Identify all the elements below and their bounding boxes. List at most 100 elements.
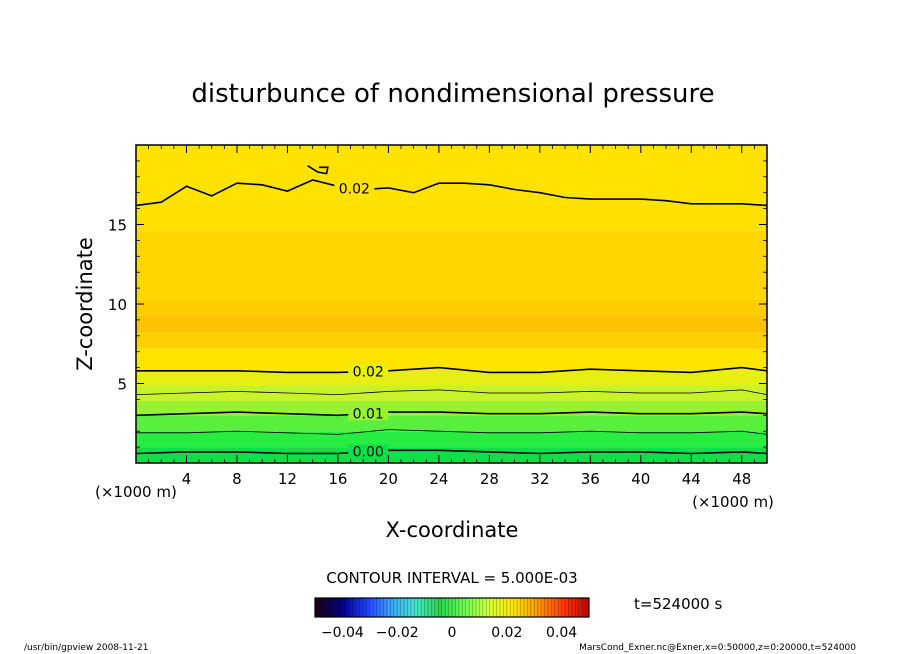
x-tick-label-5: 24 [429,470,448,488]
colorbar-frame [314,597,590,618]
colorbar-cell [383,598,388,617]
colorbar-cell [342,598,347,617]
colorbar-cell [585,598,590,617]
colorbar-cell [393,598,398,617]
contour-label-4: 0.02 [353,364,384,380]
filled-bands [136,145,767,463]
colorbar-cell [315,598,319,617]
colorbar-cell [541,598,545,617]
colorbar-cell [554,598,559,617]
colorbar-cell [321,598,326,617]
contour-label-bg-5 [334,181,375,196]
x-tick-label-11: 48 [732,470,751,488]
colorbar-label-0: −0.04 [321,625,364,641]
colorbar-cell [380,598,384,617]
colorbar-cell [397,598,401,617]
x-tick-label-10: 44 [682,470,701,488]
contour-label-5: 0.02 [339,181,370,197]
fill-band-8 [136,315,767,333]
contour-line-1 [136,429,768,435]
colorbar-cell [458,598,463,617]
colorbar-cell [441,598,446,617]
colorbar-cell [373,598,377,617]
contour-line-4 [136,366,768,374]
fill-band-1 [136,431,767,448]
colorbar [314,597,590,618]
colorbar-cell [386,598,391,617]
colorbar-cell [462,598,466,617]
x-tick-label-6: 28 [480,470,499,488]
colorbar-cell [438,598,443,617]
colorbar-cell [530,598,535,617]
y-tick-label-2: 15 [108,217,127,235]
colorbar-cell [356,598,360,617]
x-tick-label-9: 40 [631,470,650,488]
contour-interval: CONTOUR INTERVAL = 5.000E-03 [326,569,577,587]
colorbar-cell [503,598,508,617]
colorbar-cell [544,598,549,617]
colorbar-cell [561,598,566,617]
contour-line-3 [135,389,768,396]
fill-band-5 [136,370,767,386]
fill-band-4 [136,385,767,401]
colorbar-cell [376,598,381,617]
colorbar-cell [558,598,562,617]
footer-left: /usr/bin/gpview 2008-11-21 [24,643,148,653]
colorbar-cell [496,598,501,617]
contour-label-bg-4 [348,364,389,379]
fill-band-0 [136,447,767,463]
colorbar-cell [366,598,371,617]
x-tick-label-0: 4 [182,470,192,488]
colorbar-cell [410,598,415,617]
colorbar-cell [513,598,518,617]
contour-label-0: 0.00 [353,445,384,461]
colorbar-cell [428,598,432,617]
colorbar-cell [523,598,528,617]
colorbar-cell [445,598,449,617]
colorbar-cell [582,598,586,617]
colorbar-cell [417,598,422,617]
colorbar-cell [547,598,552,617]
contour-line-0 [135,449,768,455]
colorbar-cell [578,598,583,617]
colorbar-cell [431,598,436,617]
colorbar-cell [575,598,580,617]
colorbar-cell [506,598,511,617]
contour-lines: 0.00 0.01 0.02 0.02 [135,165,768,461]
contour-label-2: 0.01 [353,406,384,422]
colorbar-cell [345,598,350,617]
colorbar-cell [448,598,453,617]
colorbar-label-3: 0.02 [491,625,522,641]
colorbar-cell [362,598,367,617]
colorbar-cell [479,598,484,617]
colorbar-cell [489,598,494,617]
fill-band-3 [136,400,767,416]
x-unit-left: (×1000 m) [95,483,177,501]
colorbar-cell [325,598,329,617]
colorbar-cell [424,598,429,617]
colorbar-cell [568,598,573,617]
colorbar-cell [551,598,556,617]
colorbar-cell [482,598,487,617]
colorbar-cell [493,598,497,617]
colorbar-cell [527,598,532,617]
chart-title: disturbunce of nondimensional pressure [191,79,714,109]
colorbar-cell [332,598,336,617]
fill-band-12 [136,145,767,204]
contour-label-bg-0 [348,444,389,459]
colorbar-cell [499,598,504,617]
colorbar-cell [465,598,470,617]
fill-band-6 [136,348,767,371]
colorbar-cell [407,598,412,617]
time-label: t=524000 s [634,595,722,613]
colorbar-cell [565,598,569,617]
colorbar-label-1: −0.02 [376,625,419,641]
colorbar-labels: −0.04 −0.02 0 0.02 0.04 [321,625,577,641]
fill-band-11 [136,203,767,231]
footer-right: MarsCond_Exner.nc@Exner,x=0:50000,z=0:20… [579,643,856,653]
colorbar-cell [537,598,542,617]
fill-band-9 [136,299,767,316]
colorbar-cell [534,598,538,617]
